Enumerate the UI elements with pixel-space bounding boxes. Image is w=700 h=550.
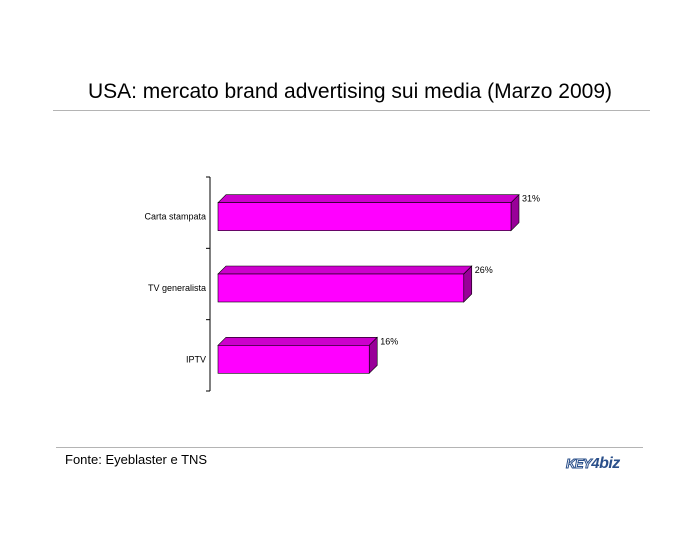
category-label: Carta stampata (144, 212, 206, 222)
data-label: 26% (475, 265, 493, 275)
bar-top-face (217, 337, 378, 346)
chart-title: USA: mercato brand advertising sui media… (87, 80, 613, 103)
footer-divider (56, 447, 643, 448)
bar (217, 273, 465, 303)
bar-top-face (217, 194, 520, 203)
data-label: 31% (522, 194, 540, 204)
bar (217, 202, 512, 231)
data-label: 16% (380, 336, 398, 346)
title-divider (53, 110, 650, 111)
bar (217, 345, 370, 374)
key4biz-logo: KEY4biz (565, 455, 620, 472)
bar-top-face (217, 265, 473, 275)
category-label: TV generalista (148, 283, 206, 293)
source-note: Fonte: Eyeblaster e TNS (65, 452, 208, 467)
category-label: IPTV (186, 354, 206, 364)
